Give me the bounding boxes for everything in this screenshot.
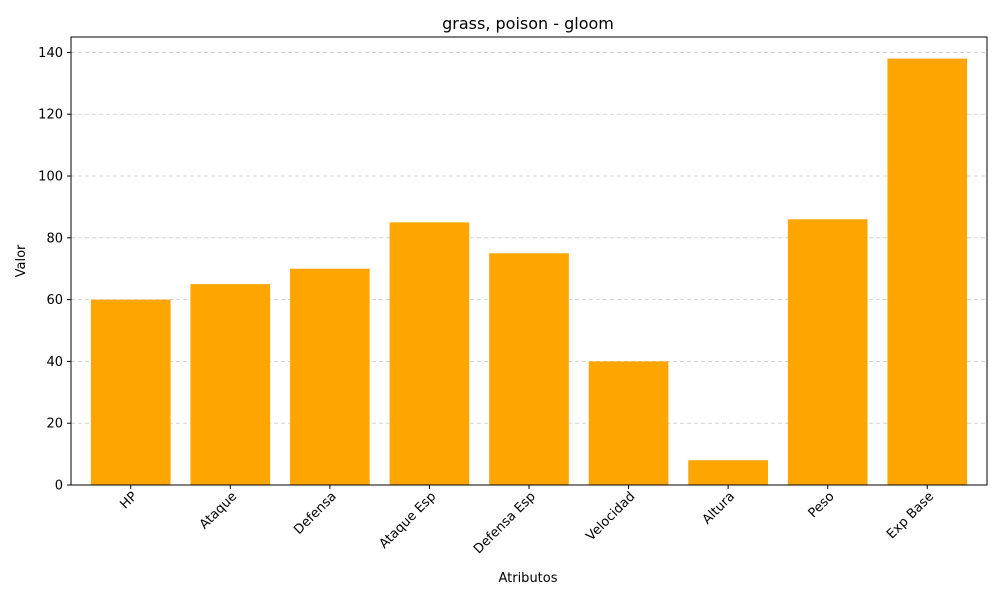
- x-axis-label: Atributos: [498, 571, 557, 586]
- y-tick-label: 80: [46, 231, 63, 246]
- y-tick-label: 0: [55, 479, 63, 494]
- bars: [90, 58, 968, 485]
- chart-title: grass, poison - gloom: [442, 14, 614, 33]
- bar: [190, 284, 271, 485]
- bar: [489, 253, 569, 485]
- y-tick-label: 120: [38, 108, 63, 123]
- plot-frame: [70, 36, 988, 486]
- y-tick-label: 100: [38, 170, 63, 185]
- bar: [90, 299, 171, 485]
- bar: [290, 268, 370, 485]
- y-axis-ticks: 0 20 40 60 80 100 120 140: [38, 46, 71, 494]
- bar: [588, 361, 669, 485]
- y-tick-label: 20: [46, 417, 63, 432]
- bar: [787, 219, 868, 485]
- bar: [389, 222, 470, 485]
- y-tick-label: 40: [46, 355, 63, 370]
- bar: [887, 58, 968, 485]
- y-tick-label: 60: [46, 293, 63, 308]
- bar: [688, 460, 768, 485]
- y-axis-label: Valor: [14, 244, 29, 277]
- y-tick-label: 140: [38, 46, 63, 61]
